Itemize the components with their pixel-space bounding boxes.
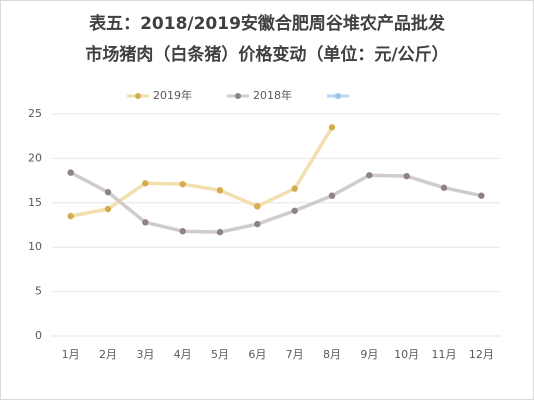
legend-marker [135, 93, 141, 99]
data-point [142, 180, 149, 187]
y-tick-label: 15 [28, 196, 42, 209]
data-point [366, 172, 373, 179]
chart-title: 市场猪肉（白条猪）价格变动（单位：元/公斤） [85, 44, 448, 65]
y-tick-label: 20 [28, 151, 42, 164]
x-tick-label: 5月 [211, 348, 229, 361]
data-point [216, 187, 224, 194]
x-tick-label: 3月 [136, 348, 154, 361]
legend-label: 2018年 [253, 88, 292, 102]
data-point [254, 203, 261, 210]
data-point [67, 212, 74, 220]
data-point [179, 228, 186, 235]
data-point [328, 124, 336, 131]
legend-marker [235, 93, 241, 99]
series-line [69, 171, 482, 234]
data-point [179, 180, 186, 188]
chart-title: 表五：2018/2019安徽合肥周谷堆农产品批发 [89, 13, 446, 34]
x-tick-label: 12月 [469, 348, 494, 361]
data-point [291, 185, 298, 192]
data-point [328, 192, 336, 199]
x-tick-label: 8月 [323, 348, 341, 361]
data-point [67, 169, 74, 176]
x-tick-label: 9月 [360, 348, 378, 361]
data-point [440, 184, 448, 191]
y-tick-label: 5 [35, 285, 42, 298]
data-point [478, 192, 485, 199]
data-point [403, 172, 410, 180]
x-tick-label: 11月 [432, 348, 457, 361]
x-tick-label: 2月 [99, 348, 117, 361]
data-point [104, 188, 112, 196]
x-tick-label: 4月 [174, 348, 192, 361]
data-point [104, 205, 112, 213]
data-point [254, 220, 261, 228]
legend-marker [335, 93, 341, 99]
x-tick-label: 10月 [394, 348, 419, 361]
x-tick-label: 6月 [248, 348, 266, 361]
data-point [216, 228, 224, 236]
legend-label: 2019年 [153, 88, 192, 102]
data-point [142, 219, 149, 226]
y-tick-label: 25 [28, 107, 42, 120]
x-tick-label: 1月 [62, 348, 80, 361]
data-point [291, 207, 298, 214]
y-tick-label: 10 [28, 240, 42, 253]
y-tick-label: 0 [35, 329, 42, 342]
series-line [70, 126, 334, 218]
x-tick-label: 7月 [286, 348, 304, 361]
